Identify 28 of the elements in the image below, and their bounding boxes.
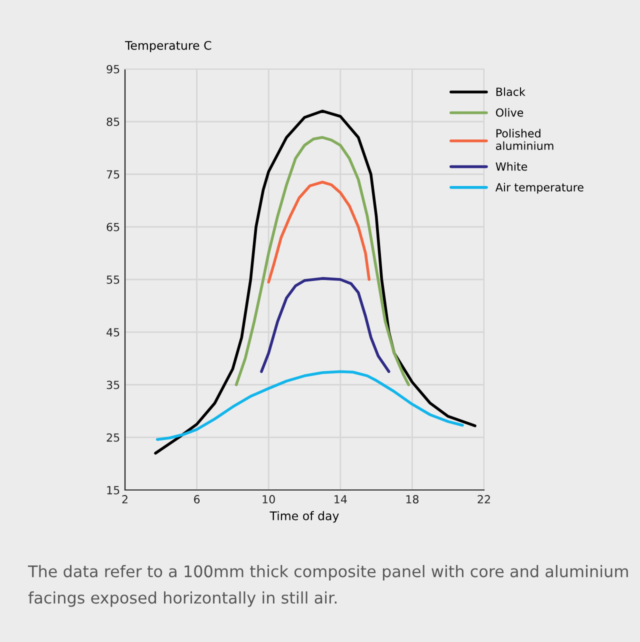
x-axis-title: Time of day (270, 511, 339, 523)
line-series (260, 277, 390, 373)
legend-label: White (496, 162, 528, 171)
text: The data refer to a 100mm thick composite panel with core and aluminium facings exposed horizontally in still air. (28, 565, 628, 607)
line-series (267, 180, 371, 284)
x-tick-label: 6 (194, 495, 200, 504)
legend-label: Olive (496, 108, 524, 117)
legend-label: Black (496, 87, 526, 96)
line-series (154, 110, 476, 455)
legend-label: Air temperature (495, 182, 584, 194)
x-tick-label: 10 (262, 495, 275, 504)
y-tick-label: 95 (106, 64, 120, 74)
x-tick-label: 2 (122, 495, 128, 504)
y-tick-label: 45 (106, 328, 120, 337)
y-tick-label: 55 (106, 276, 120, 284)
x-tick-label: 18 (406, 495, 419, 504)
y-axis-title: Temperature C (124, 40, 212, 52)
y-tick-label: 15 (107, 486, 120, 494)
y-tick-label: 65 (106, 222, 120, 232)
y-tick-label: 25 (106, 433, 120, 442)
x-tick-label: 14 (334, 495, 347, 504)
line-series (234, 136, 410, 386)
legend-label: Polished aluminium (496, 128, 554, 150)
line-series (156, 370, 464, 441)
y-tick-label: 85 (106, 118, 120, 126)
y-tick-label: 75 (106, 170, 120, 179)
x-tick-label: 22 (478, 495, 490, 504)
y-tick-label: 35 (106, 380, 120, 390)
